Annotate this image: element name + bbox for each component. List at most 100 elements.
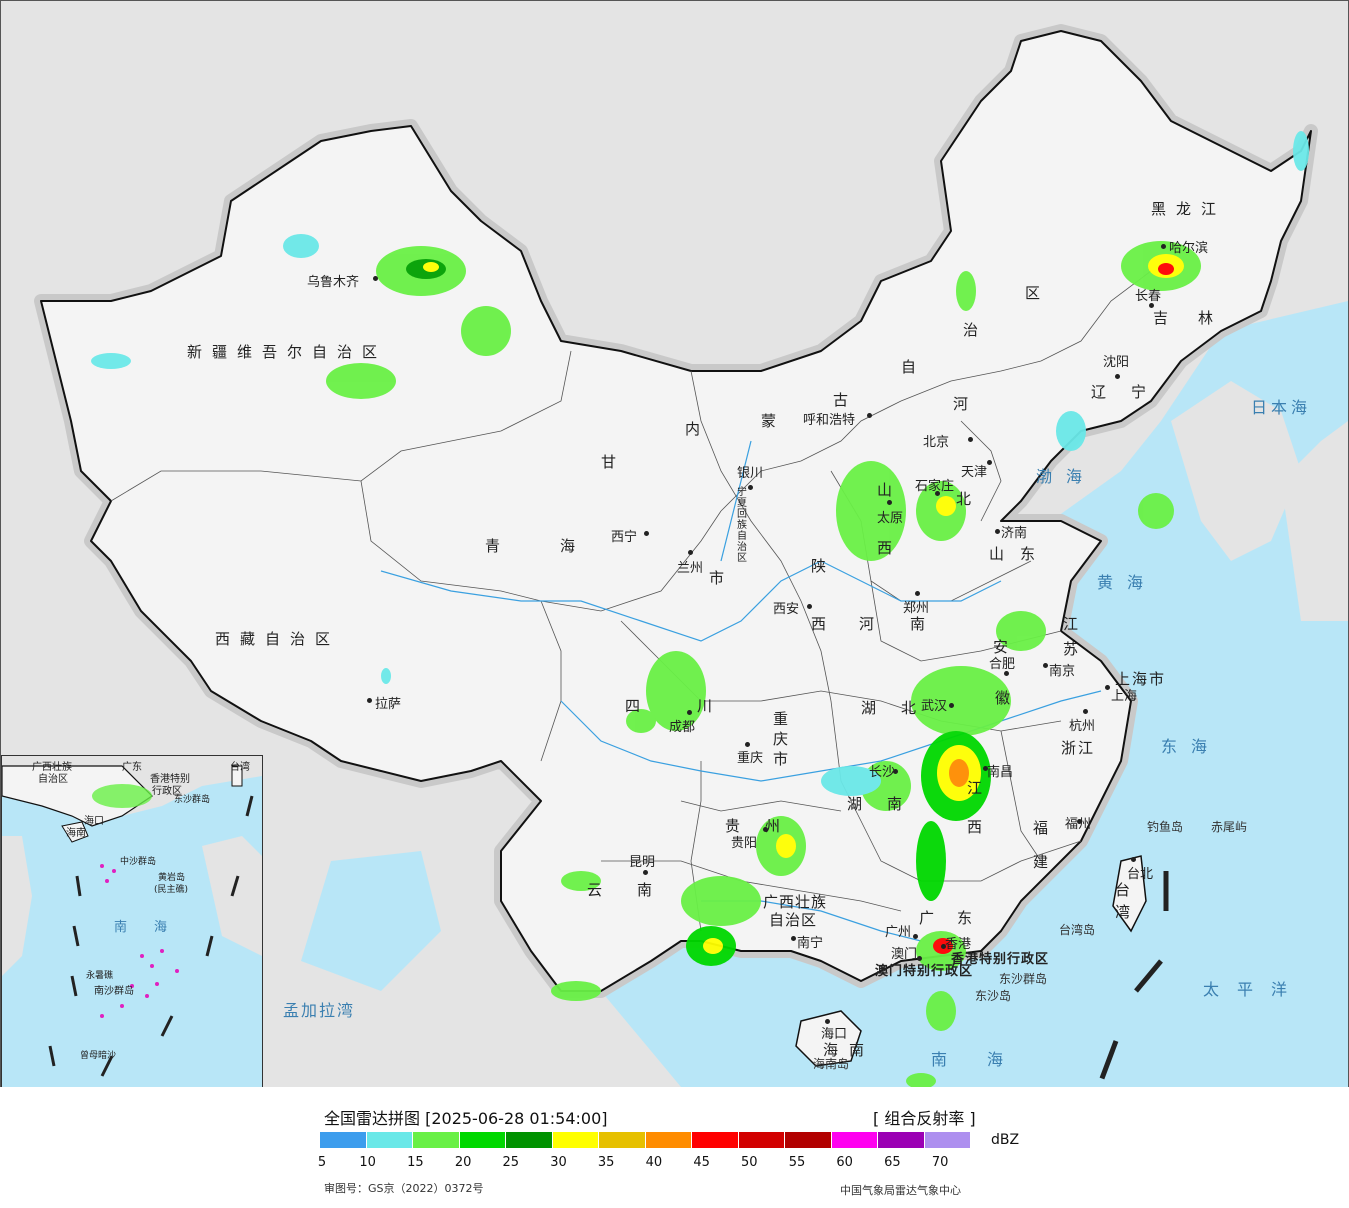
scale-tick-label: 70 xyxy=(931,1155,949,1170)
province-label: 新疆维吾尔自治区 xyxy=(187,343,388,361)
scale-tick-label: 25 xyxy=(502,1155,520,1170)
city-label: 拉萨 xyxy=(375,697,402,712)
inset-label: 东沙群岛 xyxy=(174,795,211,805)
scale-tick-label: 45 xyxy=(693,1155,710,1170)
province-label: 区 xyxy=(1025,284,1051,302)
city-label: 南昌 xyxy=(987,765,1014,780)
city-dot xyxy=(763,827,768,832)
province-label: 山 xyxy=(877,481,903,499)
inset-label: 海口 xyxy=(84,816,104,827)
city-label: 杭州 xyxy=(1069,719,1096,734)
radar-echoes xyxy=(91,131,1309,1087)
island-label: 东沙岛 xyxy=(975,989,1012,1003)
province-label: 贵 xyxy=(725,817,751,835)
city-dot xyxy=(643,870,648,875)
province-label: 福 xyxy=(1033,819,1059,837)
province-label: 南 xyxy=(849,1041,875,1059)
province-label: 河南 xyxy=(859,615,962,633)
color-swatch xyxy=(366,1132,412,1148)
city-dot xyxy=(644,531,649,536)
city-label: 贵阳 xyxy=(731,836,758,851)
inset-label: 海南 xyxy=(66,828,86,839)
scale-tick-label: 40 xyxy=(645,1155,663,1170)
unit-label: dBZ xyxy=(991,1132,1020,1148)
city-label: 太原 xyxy=(877,511,904,526)
province-label: 湖 xyxy=(861,699,887,717)
province-label: 台 xyxy=(1115,881,1141,899)
city-label: 长沙 xyxy=(869,765,896,780)
city-dot xyxy=(373,276,378,281)
color-swatch xyxy=(645,1132,691,1148)
province-label: 江 xyxy=(1063,615,1089,633)
province-label: 青海 xyxy=(485,537,636,555)
province-label: 四 xyxy=(625,697,651,715)
organization-label: 中国气象局雷达气象中心 xyxy=(840,1184,961,1197)
province-label: 上海市 xyxy=(1115,670,1167,688)
sea-label: 东海 xyxy=(1161,737,1222,756)
province-label: 陕 xyxy=(811,557,837,575)
province-label: 辽宁 xyxy=(1091,383,1172,401)
province-label: 南 xyxy=(887,795,913,813)
sea-label: 孟加拉湾 xyxy=(283,1001,356,1020)
city-dot xyxy=(1115,374,1120,379)
color-swatch xyxy=(692,1132,738,1148)
city-label: 香港 xyxy=(945,937,972,952)
inset-label: 中沙群岛 xyxy=(120,857,157,867)
inset-label: 广西壮族 xyxy=(32,762,72,773)
city-label: 南宁 xyxy=(797,936,824,951)
province-label: 徽 xyxy=(995,689,1021,707)
province-label: 西 xyxy=(811,615,837,633)
province-label: 河 xyxy=(953,395,979,413)
island-label: 东沙群岛 xyxy=(999,972,1048,986)
inset-label: 永暑礁 xyxy=(86,971,114,981)
province-label: 北 xyxy=(901,699,927,717)
province-label: 广 xyxy=(919,909,945,927)
city-label: 乌鲁木齐 xyxy=(307,275,360,290)
city-dot xyxy=(995,529,1000,534)
color-swatch xyxy=(552,1132,598,1148)
color-swatch xyxy=(878,1132,924,1148)
province-label: 内 xyxy=(685,420,711,438)
city-label: 海口 xyxy=(821,1027,848,1042)
city-dot xyxy=(687,710,692,715)
city-dot xyxy=(983,766,988,771)
product-name: [ 组合反射率 ] xyxy=(873,1109,976,1128)
korea-peninsula xyxy=(1171,381,1301,561)
city-label: 天津 xyxy=(961,465,988,480)
city-dot xyxy=(1077,819,1082,824)
city-dot xyxy=(917,956,922,961)
inset-label: 香港特别 xyxy=(150,774,190,785)
province-label: 蒙 xyxy=(761,412,787,430)
city-dot xyxy=(1131,857,1136,862)
city-label: 昆明 xyxy=(629,855,656,870)
province-label: 川 xyxy=(697,697,723,715)
province-label: 浙江 xyxy=(1061,739,1096,757)
city-dot xyxy=(745,742,750,747)
sea-label: 日本海 xyxy=(1251,398,1312,417)
color-swatch xyxy=(738,1132,784,1148)
city-label: 台北 xyxy=(1127,867,1154,882)
province-label: 云 xyxy=(587,881,613,899)
province-label: 湾 xyxy=(1115,903,1141,921)
province-label: 南 xyxy=(637,881,663,899)
city-label: 广州 xyxy=(885,925,912,940)
city-dot xyxy=(1043,663,1048,668)
province-label: 市 xyxy=(709,569,735,587)
province-label: 西 xyxy=(877,539,903,557)
inset-label: 广东 xyxy=(122,762,142,773)
color-swatch xyxy=(924,1132,970,1148)
color-swatch xyxy=(506,1132,552,1148)
inset-label: 自治区 xyxy=(38,774,68,785)
province-label: 江 xyxy=(967,779,993,797)
province-boundaries xyxy=(110,270,1152,932)
color-swatch xyxy=(459,1132,505,1148)
inset-label: 南沙群岛 xyxy=(94,986,134,997)
bay-of-bengal-water xyxy=(301,851,441,991)
city-dot xyxy=(807,604,812,609)
island-label: 赤尾屿 xyxy=(1211,820,1248,834)
city-label: 哈尔滨 xyxy=(1169,241,1209,256)
city-dot xyxy=(935,491,940,496)
china-mainland xyxy=(34,24,1318,998)
city-label: 上海 xyxy=(1111,689,1138,704)
taiwan-island xyxy=(1112,855,1147,933)
